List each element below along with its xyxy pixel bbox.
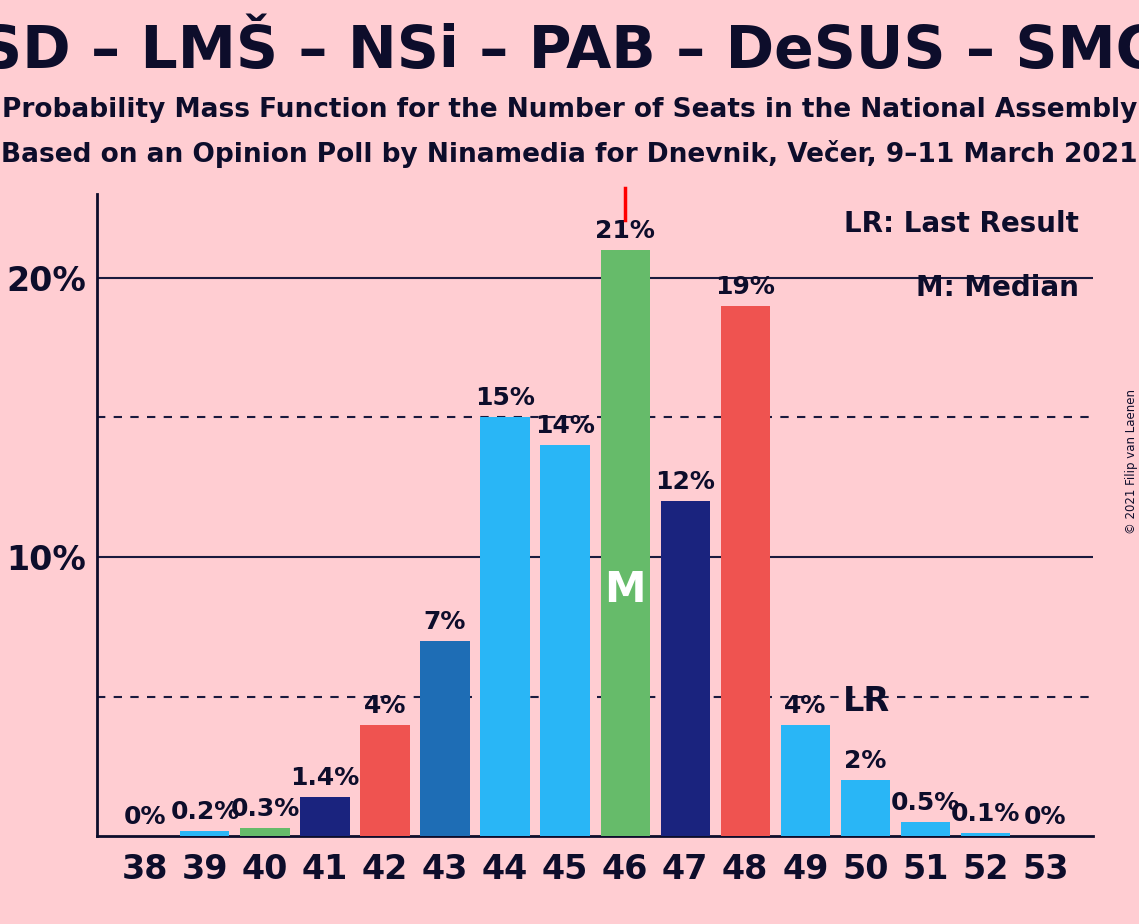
Bar	[721, 306, 770, 836]
Text: Based on an Opinion Poll by Ninamedia for Dnevnik, Večer, 9–11 March 2021: Based on an Opinion Poll by Ninamedia fo…	[1, 140, 1138, 168]
Bar	[841, 781, 890, 836]
Text: 1.4%: 1.4%	[290, 766, 360, 790]
Text: 2%: 2%	[844, 749, 886, 773]
Text: 14%: 14%	[535, 414, 595, 438]
Text: 0.2%: 0.2%	[170, 799, 239, 823]
Text: LR: Last Result: LR: Last Result	[844, 210, 1079, 238]
Text: 4%: 4%	[363, 694, 407, 718]
Text: M: M	[605, 569, 646, 611]
Bar	[240, 828, 289, 836]
Bar	[600, 249, 649, 836]
Text: 12%: 12%	[655, 470, 715, 494]
Text: SD – LMŠ – NSi – PAB – DeSUS – SMC: SD – LMŠ – NSi – PAB – DeSUS – SMC	[0, 23, 1139, 80]
Bar	[780, 724, 830, 836]
Text: © 2021 Filip van Laenen: © 2021 Filip van Laenen	[1124, 390, 1138, 534]
Text: 4%: 4%	[784, 694, 827, 718]
Text: 0%: 0%	[1024, 805, 1066, 829]
Text: M: Median: M: Median	[916, 274, 1079, 302]
Bar	[180, 831, 229, 836]
Bar	[541, 445, 590, 836]
Text: 0.1%: 0.1%	[951, 802, 1021, 826]
Text: 7%: 7%	[424, 610, 466, 634]
Text: 15%: 15%	[475, 386, 535, 410]
Bar	[661, 501, 710, 836]
Text: 0.5%: 0.5%	[891, 791, 960, 815]
Text: 0%: 0%	[124, 805, 166, 829]
Text: Probability Mass Function for the Number of Seats in the National Assembly: Probability Mass Function for the Number…	[2, 97, 1137, 123]
Text: 0.3%: 0.3%	[230, 796, 300, 821]
Text: LR: LR	[843, 685, 890, 718]
Bar	[301, 797, 350, 836]
Bar	[420, 640, 469, 836]
Bar	[360, 724, 410, 836]
Text: 19%: 19%	[715, 274, 776, 298]
Text: 21%: 21%	[596, 219, 655, 243]
Bar	[481, 418, 530, 836]
Bar	[901, 822, 950, 836]
Bar	[961, 833, 1010, 836]
